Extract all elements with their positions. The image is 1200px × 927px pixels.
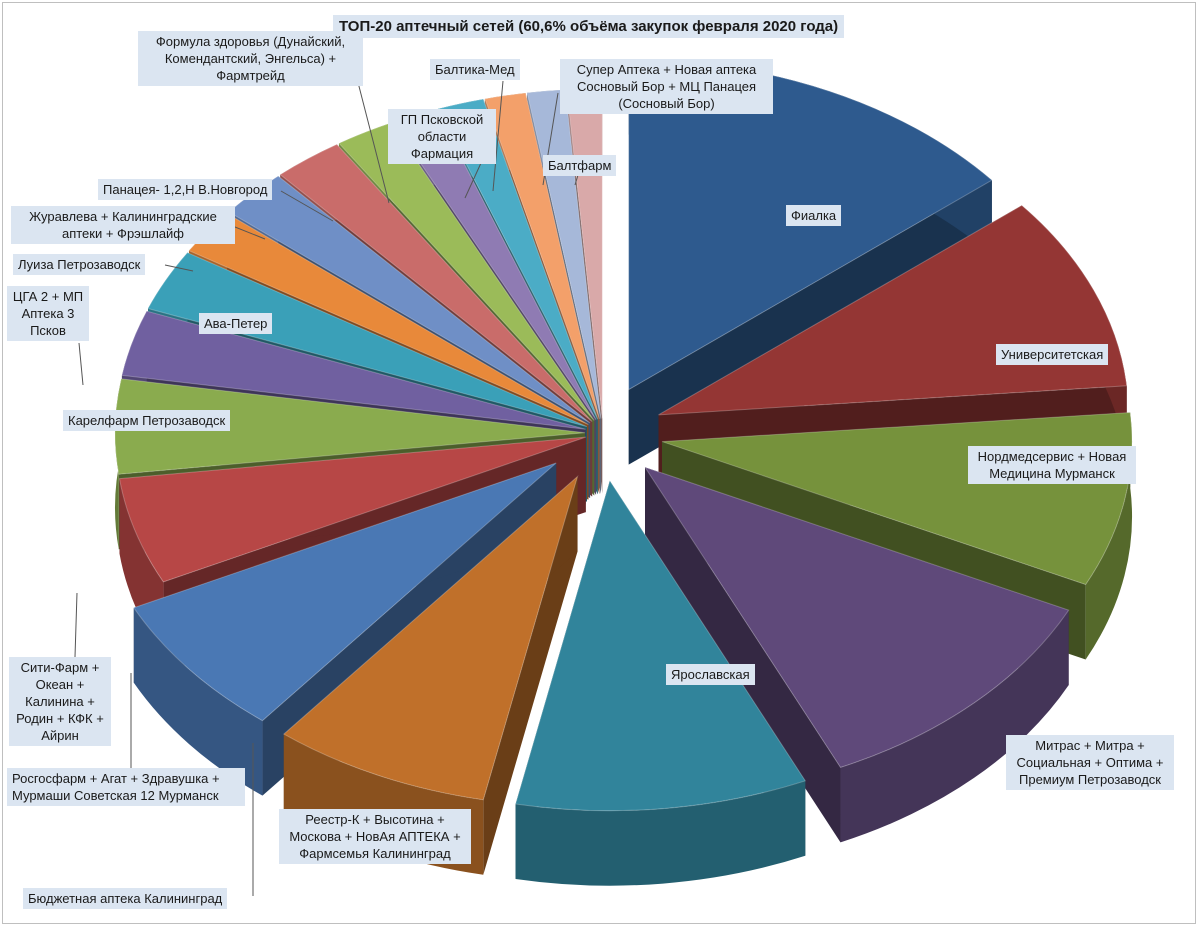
leader-line-5 xyxy=(280,190,334,222)
leader-line-2 xyxy=(492,80,504,192)
slice-label-fialka: Фиалка xyxy=(786,205,842,226)
slice-label-zhuravleva: Журавлева + Калининградские аптеки + Фрэ… xyxy=(11,206,235,244)
slice-label-luiza: Луиза Петрозаводск xyxy=(13,254,146,275)
pie-slice-top xyxy=(282,474,579,801)
slice-label-universitetskaya: Университетская xyxy=(996,344,1109,365)
leader-line-9 xyxy=(74,592,78,658)
slice-label-panaceya: Панацея- 1,2,Н В.Новгород xyxy=(98,179,273,200)
pie-chart xyxy=(74,59,1133,896)
pie-slice-top xyxy=(437,98,599,420)
pie-slice-rim xyxy=(840,610,1069,843)
slice-label-ava-peter: Ава-Петер xyxy=(199,313,273,334)
leader-line-7 xyxy=(164,264,194,272)
slice-label-byudzhetnaya: Бюджетная аптека Калининград xyxy=(23,888,228,909)
slice-label-tsga: ЦГА 2 + МП Аптека 3 Псков xyxy=(7,286,89,341)
leader-line-0 xyxy=(352,62,390,204)
pie-slice-top xyxy=(121,310,586,430)
slice-label-nordmedservis: Нордмедсервис + Новая Медицина Мурманск xyxy=(968,446,1136,484)
pie-slice-3 xyxy=(643,466,1070,843)
pie-slice-rim xyxy=(1085,412,1133,660)
pie-slice-top xyxy=(484,92,600,420)
slice-label-yaroslavskaya: Ярославская xyxy=(666,664,755,685)
pie-slice-wall xyxy=(483,476,578,875)
pie-slice-top xyxy=(279,143,593,422)
pie-slice-top xyxy=(514,479,807,812)
slice-label-baltfarm: Балтфарм xyxy=(543,155,617,176)
slice-label-formula: Формула здоровья (Дунайский, Комендантск… xyxy=(138,31,363,86)
pie-slice-top xyxy=(118,436,586,583)
slice-label-rosgosfarm: Росгосфарм + Агат + Здравушка + Мурмаши … xyxy=(7,768,245,806)
slice-label-super-apteka: Супер Аптека + Новая аптека Сосновый Бор… xyxy=(560,59,773,114)
pie-slice-top xyxy=(643,466,1070,768)
pie-slice-wall xyxy=(645,467,841,843)
slice-label-siti-farm: Сити-Фарм + Океан + Калинина + Родин + К… xyxy=(9,657,111,746)
slice-label-reestr: Реестр-К + Высотина + Москова + НовАя АП… xyxy=(279,809,471,864)
leader-line-1 xyxy=(464,162,482,199)
slice-label-mitras: Митрас + Митра + Социальная + Оптима + П… xyxy=(1006,735,1174,790)
pie-slice-top xyxy=(147,252,588,428)
chart-title: ТОП-20 аптечный сетей (60,6% объёма заку… xyxy=(333,15,845,38)
pie-slice-rim xyxy=(133,607,263,796)
slice-label-gp-pskov: ГП Псковской области Фармация xyxy=(388,109,496,164)
slice-label-baltika: Балтика-Мед xyxy=(430,59,520,80)
slice-label-karelfarm: Карелфарм Петрозаводск xyxy=(63,410,231,431)
leader-line-4 xyxy=(574,174,579,186)
leader-line-8 xyxy=(78,342,84,386)
pie-slice-rim xyxy=(515,780,806,886)
pie-slice-top xyxy=(133,462,557,722)
